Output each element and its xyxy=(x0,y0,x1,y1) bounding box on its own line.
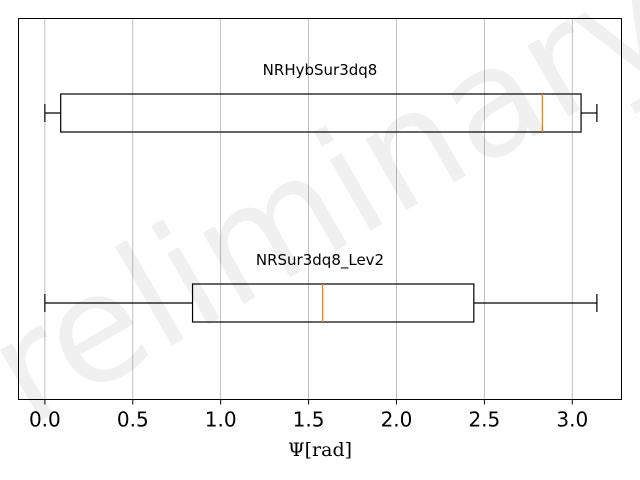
grid-lines xyxy=(44,18,573,400)
box-1: NRHybSur3dq8 xyxy=(44,61,598,133)
x-axis-ticks: 0.0 0.5 1.0 1.5 2.0 2.5 3.0 xyxy=(29,399,588,432)
axes-frame xyxy=(18,18,622,400)
box-label: NRHybSur3dq8 xyxy=(263,61,378,79)
x-tick-label: 2.5 xyxy=(468,408,500,432)
x-tick-label: 3.0 xyxy=(556,408,588,432)
box-label: NRSur3dq8_Lev2 xyxy=(256,251,384,270)
x-axis-label: Ψ[rad] xyxy=(288,439,352,461)
box-2: NRSur3dq8_Lev2 xyxy=(44,251,598,323)
iqr-box xyxy=(191,283,475,323)
boxes: NRHybSur3dq8 NRSur3dq8_Lev2 xyxy=(44,61,598,323)
iqr-box xyxy=(60,93,582,133)
x-tick-label: 0.0 xyxy=(29,408,61,432)
x-tick-label: 2.0 xyxy=(381,408,413,432)
x-tick-label: 0.5 xyxy=(117,408,149,432)
x-tick-label: 1.0 xyxy=(205,408,237,432)
x-tick-label: 1.5 xyxy=(293,408,325,432)
